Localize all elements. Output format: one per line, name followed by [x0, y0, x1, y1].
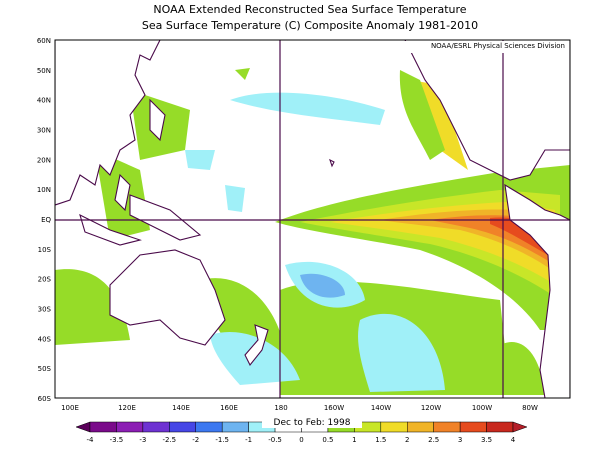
map — [55, 40, 570, 398]
colorbar-swatch — [221, 421, 249, 433]
title: NOAA Extended Reconstructed Sea Surface … — [153, 3, 466, 16]
lat-labels: 60N 50N 40N 30N 20N 10N EQ 10S 20S 30S 40S 50S 60S — [37, 37, 52, 403]
colorbar-label: 2.5 — [428, 436, 439, 444]
colorbar-swatch — [116, 421, 144, 433]
map-frame — [54, 39, 571, 399]
lat-label: 30S — [38, 306, 52, 314]
lat-label: 40S — [38, 335, 52, 343]
colorbar-swatch — [459, 421, 487, 433]
lat-label: 60N — [37, 37, 51, 45]
period: Dec to Feb: 1998 — [274, 418, 351, 428]
lon-label: 160W — [324, 404, 344, 412]
colorbar-swatch — [433, 421, 461, 433]
colorbar-label: 1 — [352, 436, 356, 444]
lat-label: 20N — [37, 156, 51, 164]
colorbar-end — [75, 421, 91, 433]
lon-label: 100E — [61, 404, 79, 412]
colorbar-label: 0 — [299, 436, 303, 444]
colorbar-label: 3 — [458, 436, 462, 444]
colorbar-label: -2.5 — [162, 436, 176, 444]
lon-labels: 100E 120E 140E 160E 180 160W 140W 120W 100W 80W — [61, 404, 538, 412]
period-box — [262, 416, 362, 428]
lon-label: 100W — [472, 404, 492, 412]
colorbar-label: -0.5 — [268, 436, 282, 444]
colorbar-label: -4 — [87, 436, 95, 444]
colorbar-label: 1.5 — [375, 436, 386, 444]
lat-label: 30N — [37, 127, 51, 135]
colorbar-swatch — [169, 421, 196, 433]
subtitle: Sea Surface Temperature (C) Composite An… — [142, 19, 478, 32]
lon-label: 140E — [172, 404, 190, 412]
colorbar-swatch — [486, 421, 514, 433]
colorbar-label: -3 — [139, 436, 146, 444]
lat-label: 20S — [38, 276, 52, 284]
lon-label: 180 — [274, 404, 287, 412]
lat-label: 40N — [37, 97, 51, 105]
lon-label: 80W — [522, 404, 538, 412]
lon-label: 120W — [421, 404, 441, 412]
lat-label: 50S — [38, 365, 52, 373]
lat-label: 10N — [37, 186, 51, 194]
colorbar-label: -1 — [245, 436, 252, 444]
lat-label: 10S — [38, 246, 52, 254]
colorbar-label: -1.5 — [215, 436, 229, 444]
colorbar-swatch — [89, 421, 117, 433]
attribution-box — [400, 41, 568, 53]
colorbar-label: 2 — [405, 436, 409, 444]
colorbar-end — [512, 421, 528, 433]
colorbar-label: -3.5 — [110, 436, 124, 444]
lat-label: EQ — [41, 216, 51, 224]
colorbar-label: 0.5 — [322, 436, 333, 444]
lon-label: 120E — [118, 404, 136, 412]
colorbar-swatch — [407, 421, 434, 433]
colorbar-label: 3.5 — [481, 436, 492, 444]
lon-label: 160E — [220, 404, 238, 412]
colorbar-label: 4 — [511, 436, 516, 444]
land — [55, 40, 570, 398]
colorbar-swatch — [142, 421, 170, 433]
colorbar-swatch — [195, 421, 223, 433]
lat-label: 60S — [38, 395, 52, 403]
lon-label: 140W — [371, 404, 391, 412]
attribution: NOAA/ESRL Physical Sciences Division — [431, 42, 565, 50]
colorbar-swatch — [380, 421, 408, 433]
lat-label: 50N — [37, 67, 51, 75]
colorbar-label: -2 — [192, 436, 199, 444]
